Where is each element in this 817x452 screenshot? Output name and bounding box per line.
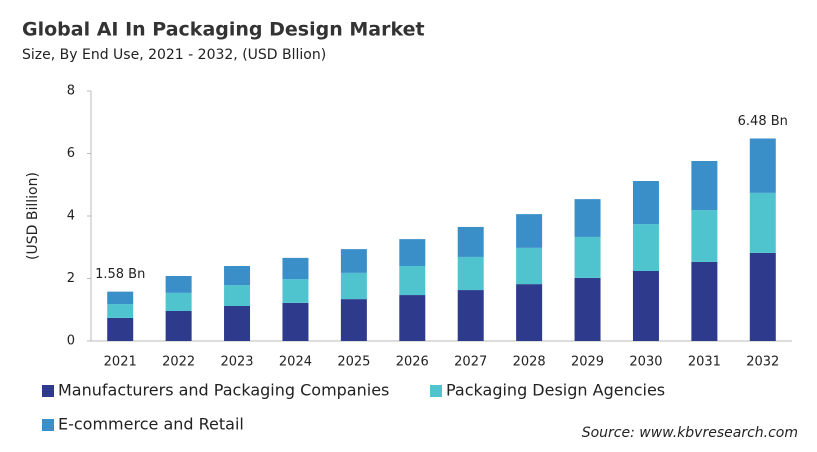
bar-segment	[340, 249, 367, 273]
legend-swatch	[42, 385, 54, 397]
bar-segment	[282, 279, 309, 303]
bar-segment	[165, 311, 192, 341]
y-tick-label: 0	[67, 334, 75, 349]
bar-segment	[516, 214, 543, 248]
bar-segment	[516, 284, 543, 341]
y-axis-title: (USD Billion)	[25, 172, 41, 260]
bar-segment	[165, 276, 192, 293]
bar-segment	[749, 192, 776, 253]
bar-segment	[632, 181, 659, 225]
bar-segment	[457, 226, 484, 257]
y-tick-label: 2	[67, 271, 75, 286]
bar-segment	[399, 239, 426, 266]
bar-segment	[574, 236, 601, 278]
bar-segment	[574, 199, 601, 237]
bar-segment	[749, 138, 776, 193]
bar-segment	[282, 257, 309, 280]
total-label: 6.48 Bn	[738, 114, 788, 129]
x-tick-label: 2021	[104, 355, 137, 370]
bar-segment	[399, 295, 426, 341]
x-tick-label: 2029	[571, 355, 604, 370]
bar-segment	[224, 285, 251, 306]
bar-segment	[282, 302, 309, 341]
x-tick-label: 2022	[162, 355, 195, 370]
bar-segment	[107, 317, 134, 341]
x-tick-label: 2027	[454, 355, 487, 370]
x-tick-label: 2025	[337, 355, 370, 370]
bar-segment	[632, 224, 659, 271]
y-tick-label: 6	[67, 146, 75, 161]
bar-segment	[457, 290, 484, 341]
bar-segment	[691, 261, 718, 341]
x-tick-label: 2023	[220, 355, 253, 370]
x-tick-label: 2030	[629, 355, 662, 370]
y-tick-label: 4	[67, 209, 75, 224]
chart-title: Global AI In Packaging Design Market	[22, 19, 425, 41]
bar-segment	[107, 291, 134, 305]
x-tick-label: 2031	[688, 355, 721, 370]
y-tick-label: 8	[67, 84, 75, 99]
bar-segment	[340, 299, 367, 341]
legend-label: E-commerce and Retail	[58, 415, 244, 434]
legend-label: Manufacturers and Packaging Companies	[58, 381, 389, 400]
source: Source: www.kbvresearch.com	[582, 425, 798, 441]
bar-segment	[457, 256, 484, 291]
legend-swatch	[430, 385, 442, 397]
bar-segment	[224, 306, 251, 341]
bar-segment	[574, 277, 601, 341]
bar-segment	[691, 210, 718, 262]
bar-segment	[516, 247, 543, 285]
bar-segment	[224, 266, 251, 286]
x-tick-label: 2028	[513, 355, 546, 370]
x-tick-label: 2032	[746, 355, 779, 370]
chart-subtitle: Size, By End Use, 2021 - 2032, (USD Blli…	[22, 47, 326, 63]
x-tick-label: 2026	[396, 355, 429, 370]
bar-segment	[165, 292, 192, 311]
total-label: 1.58 Bn	[95, 267, 145, 282]
legend-swatch	[42, 419, 54, 431]
bar-segment	[340, 272, 367, 300]
bar-segment	[399, 266, 426, 296]
bar-segment	[632, 271, 659, 341]
bar-segment	[107, 304, 134, 318]
x-tick-label: 2024	[279, 355, 312, 370]
bar-segment	[749, 252, 776, 341]
legend-label: Packaging Design Agencies	[446, 381, 665, 400]
bar-segment	[691, 161, 718, 211]
